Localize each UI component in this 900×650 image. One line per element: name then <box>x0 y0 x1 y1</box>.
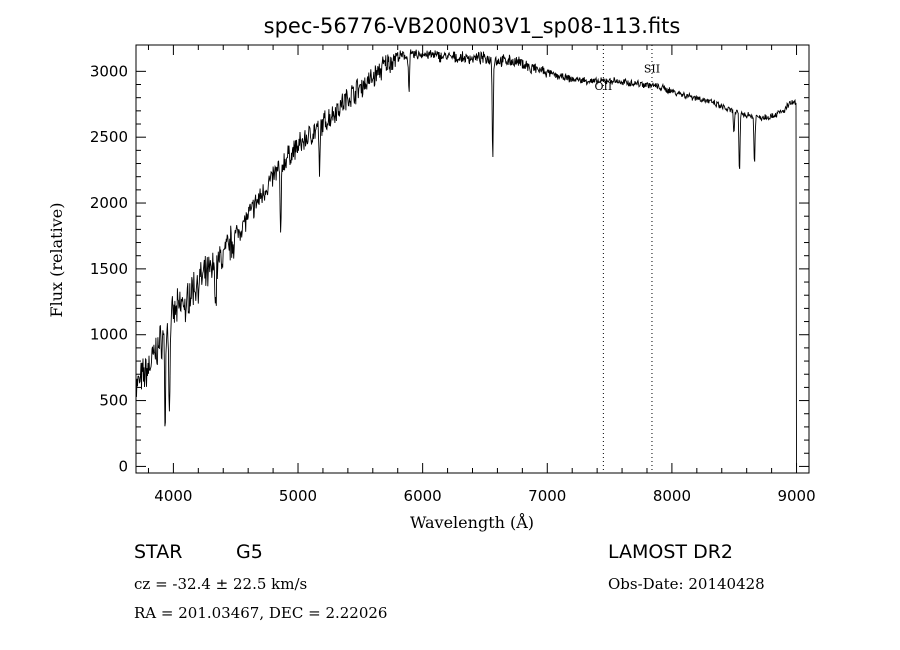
y-tick-label: 1000 <box>90 326 128 344</box>
y-tick-label: 2000 <box>90 194 128 212</box>
object-subclass: G5 <box>236 541 263 563</box>
y-tick-label: 500 <box>99 392 128 410</box>
y-tick-label: 3000 <box>90 62 128 80</box>
x-tick-label: 6000 <box>404 487 442 505</box>
x-tick-label: 8000 <box>653 487 691 505</box>
line-label-oii: OII <box>595 80 613 93</box>
redshift-text: cz = -32.4 ± 22.5 km/s <box>134 575 308 593</box>
object-class: STAR <box>134 541 183 563</box>
y-tick-label: 2500 <box>90 128 128 146</box>
y-tick-label: 0 <box>118 457 128 475</box>
x-axis-label: Wavelength (Å) <box>410 512 534 532</box>
survey-name: LAMOST DR2 <box>608 541 733 563</box>
spectrum-line <box>135 49 797 467</box>
obs-date-text: Obs-Date: 20140428 <box>608 575 765 593</box>
x-tick-label: 5000 <box>279 487 317 505</box>
coordinates-text: RA = 201.03467, DEC = 2.22026 <box>134 604 388 622</box>
x-tick-label: 7000 <box>528 487 566 505</box>
chart-title: spec-56776-VB200N03V1_sp08-113.fits <box>264 14 681 39</box>
y-tick-label: 1500 <box>90 260 128 278</box>
plot-area: 4000 5000 6000 7000 8000 9000 0 500 1000 1500 2000… <box>90 44 816 505</box>
plot-frame <box>135 44 810 474</box>
x-tick-label: 9000 <box>777 487 815 505</box>
x-tick-label: 4000 <box>154 487 192 505</box>
line-label-sii: SII <box>644 63 660 76</box>
y-axis-label: Flux (relative) <box>47 203 66 318</box>
